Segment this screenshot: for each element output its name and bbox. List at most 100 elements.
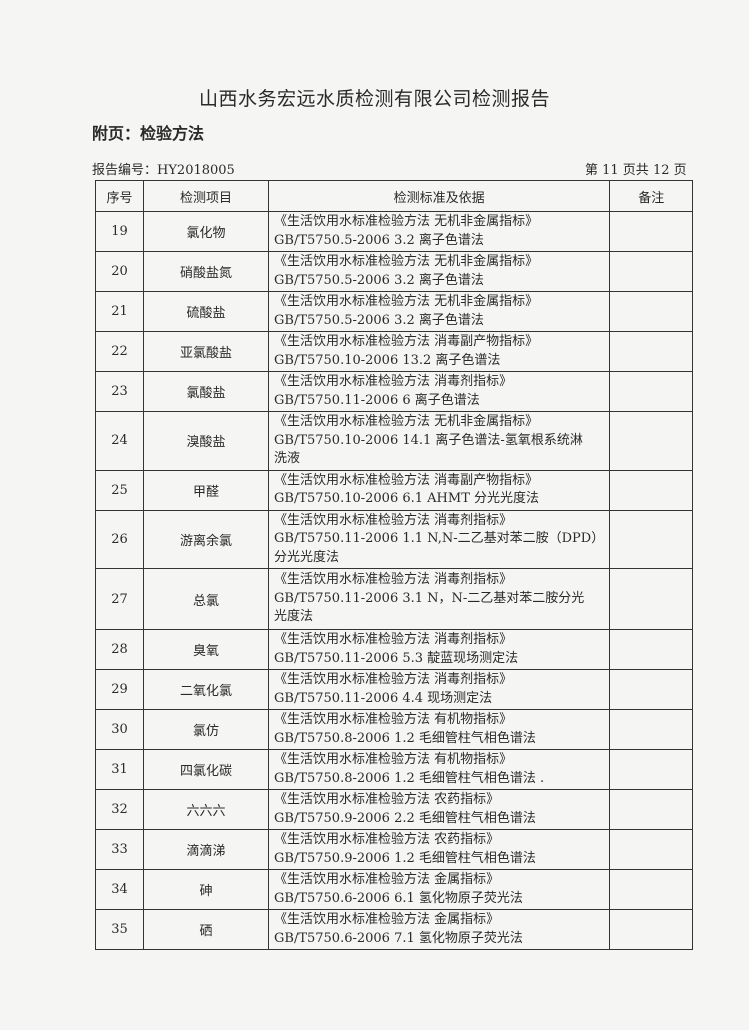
row-number: 31 — [95, 749, 144, 790]
method-line: 洗液 — [274, 451, 301, 466]
method-line: 《生活饮用水标准检验方法 农药指标》 — [274, 792, 500, 807]
appendix-heading: 附页：检验方法 — [92, 124, 205, 143]
test-method: 《生活饮用水标准检验方法 消毒剂指标》 GB/T5750.11-2006 4.4 … — [267, 669, 611, 710]
report-number: 报告编号：HY2018005 — [92, 163, 235, 178]
header-no: 序号 — [95, 180, 144, 212]
method-line: 《生活饮用水标准检验方法 农药指标》 — [274, 832, 500, 847]
method-line: 《生活饮用水标准检验方法 消毒剂指标》 — [274, 632, 513, 647]
test-item: 臭氧 — [143, 629, 269, 670]
method-line: GB/T5750.11-2006 4.4 现场测定法 — [274, 690, 493, 706]
remark — [609, 869, 694, 910]
method-line: GB/T5750.11-2006 3.1 N，N-二乙基对苯二胺分光 — [274, 590, 585, 606]
method-line: GB/T5750.10-2006 13.2 离子色谱法 — [274, 352, 501, 368]
method-line: 《生活饮用水标准检验方法 消毒副产物指标》 — [274, 472, 539, 488]
test-method: 《生活饮用水标准检验方法 消毒副产物指标》 GB/T5750.10-2006 13… — [267, 331, 611, 372]
row-number: 19 — [95, 211, 144, 252]
remark — [609, 331, 694, 372]
row-number: 23 — [95, 371, 144, 412]
method-line: GB/T5750.11-2006 6 离子色谱法 — [274, 392, 480, 408]
remark — [609, 251, 694, 292]
test-method: 《生活饮用水标准检验方法 金属指标》 GB/T5750.6-2006 7.1 氢化… — [267, 909, 611, 950]
test-item: 硝酸盐氮 — [143, 251, 269, 292]
row-number: 25 — [95, 469, 144, 511]
table-row: 30 氯仿 《生活饮用水标准检验方法 有机物指标》 GB/T5750.8-2006 1… — [95, 709, 694, 750]
method-line: 《生活饮用水标准检验方法 消毒剂指标》 — [274, 572, 513, 588]
test-method: 《生活饮用水标准检验方法 金属指标》 GB/T5750.6-2006 6.1 氢化… — [267, 869, 611, 910]
remark — [609, 291, 694, 332]
table-row: 28 臭氧 《生活饮用水标准检验方法 消毒剂指标》 GB/T5750.11-2006 … — [95, 629, 694, 670]
remark — [609, 371, 694, 412]
method-line: GB/T5750.9-2006 1.2 毛细管柱气相色谱法 — [274, 850, 536, 866]
test-item: 硒 — [143, 909, 269, 950]
remark — [609, 749, 694, 790]
table-header-row: 序号 检测项目 检测标准及依据 备注 — [95, 180, 694, 212]
method-line: 《生活饮用水标准检验方法 无机非金属指标》 — [274, 414, 539, 429]
row-number: 26 — [95, 509, 144, 569]
remark — [609, 629, 694, 670]
remark — [609, 669, 694, 710]
row-number: 33 — [95, 829, 144, 870]
table-row: 22 亚氯酸盐 《生活饮用水标准检验方法 消毒副产物指标》 GB/T5750.10-2… — [95, 331, 694, 372]
remark — [609, 568, 694, 630]
table-row: 31 四氯化碳 《生活饮用水标准检验方法 有机物指标》 GB/T5750.8-2006… — [95, 749, 694, 790]
remark — [609, 709, 694, 750]
page-number: 第 11 页共 12 页 — [585, 163, 687, 178]
method-line: GB/T5750.8-2006 1.2 毛细管柱气相色谱法 — [274, 730, 536, 746]
row-number: 20 — [95, 251, 144, 292]
table-row: 32 六六六 《生活饮用水标准检验方法 农药指标》 GB/T5750.9-2006 2… — [95, 789, 694, 830]
test-item: 硫酸盐 — [143, 291, 269, 332]
remark — [609, 411, 694, 471]
test-item: 溴酸盐 — [143, 411, 269, 471]
header-method: 检测标准及依据 — [267, 180, 611, 212]
test-method: 《生活饮用水标准检验方法 无机非金属指标》 GB/T5750.5-2006 3.2… — [267, 211, 611, 252]
row-number: 35 — [95, 909, 144, 950]
row-number: 22 — [95, 331, 144, 372]
remark — [609, 909, 694, 950]
method-line: GB/T5750.5-2006 3.2 离子色谱法 — [274, 312, 484, 328]
table-row: 24 溴酸盐 《生活饮用水标准检验方法 无机非金属指标》 GB/T5750.10-20… — [95, 411, 694, 471]
row-number: 24 — [95, 411, 144, 471]
test-method: 《生活饮用水标准检验方法 消毒副产物指标》 GB/T5750.10-2006 6.… — [267, 469, 611, 511]
row-number: 30 — [95, 709, 144, 750]
table-row: 26 游离余氯 《生活饮用水标准检验方法 消毒剂指标》 GB/T5750.11-200… — [95, 509, 694, 569]
method-line: 《生活饮用水标准检验方法 消毒剂指标》 — [274, 512, 513, 528]
test-item: 氯仿 — [143, 709, 269, 750]
test-item: 游离余氯 — [143, 509, 269, 569]
method-line: 《生活饮用水标准检验方法 有机物指标》 — [274, 712, 513, 727]
test-item: 砷 — [143, 869, 269, 910]
table-row: 27 总氯 《生活饮用水标准检验方法 消毒剂指标》 GB/T5750.11-2006 … — [95, 568, 694, 630]
table-row: 19 氯化物 《生活饮用水标准检验方法 无机非金属指标》 GB/T5750.5-200… — [95, 211, 694, 252]
methods-table: 序号 检测项目 检测标准及依据 备注 19 氯化物 《生活饮用水标准检验方法 无机非… — [95, 180, 694, 950]
table-row: 20 硝酸盐氮 《生活饮用水标准检验方法 无机非金属指标》 GB/T5750.5-20… — [95, 251, 694, 292]
table-row: 33 滴滴涕 《生活饮用水标准检验方法 农药指标》 GB/T5750.9-2006 1… — [95, 829, 694, 870]
remark — [609, 829, 694, 870]
method-line: 《生活饮用水标准检验方法 消毒副产物指标》 — [274, 334, 539, 349]
test-item: 氯酸盐 — [143, 371, 269, 412]
test-method: 《生活饮用水标准检验方法 无机非金属指标》 GB/T5750.5-2006 3.2… — [267, 251, 611, 292]
method-line: 《生活饮用水标准检验方法 无机非金属指标》 — [274, 214, 539, 229]
test-item: 甲醛 — [143, 469, 269, 511]
test-method: 《生活饮用水标准检验方法 农药指标》 GB/T5750.9-2006 2.2 毛细… — [267, 789, 611, 830]
header-item: 检测项目 — [143, 180, 269, 212]
method-line: GB/T5750.10-2006 6.1 AHMT 分光光度法 — [274, 491, 540, 506]
remark — [609, 211, 694, 252]
test-item: 总氯 — [143, 568, 269, 630]
row-number: 32 — [95, 789, 144, 830]
remark — [609, 789, 694, 830]
row-number: 34 — [95, 869, 144, 910]
test-method: 《生活饮用水标准检验方法 消毒剂指标》 GB/T5750.11-2006 6 离子… — [267, 371, 611, 412]
test-method: 《生活饮用水标准检验方法 农药指标》 GB/T5750.9-2006 1.2 毛细… — [267, 829, 611, 870]
method-line: 分光光度法 — [274, 549, 340, 565]
test-method: 《生活饮用水标准检验方法 无机非金属指标》 GB/T5750.10-2006 14… — [267, 411, 611, 471]
method-line: GB/T5750.6-2006 7.1 氢化物原子荧光法 — [274, 930, 523, 946]
test-item: 二氧化氯 — [143, 669, 269, 710]
method-line: 《生活饮用水标准检验方法 金属指标》 — [274, 872, 500, 887]
method-line: GB/T5750.9-2006 2.2 毛细管柱气相色谱法 — [274, 810, 536, 826]
method-line: 《生活饮用水标准检验方法 消毒剂指标》 — [274, 672, 513, 687]
method-line: GB/T5750.10-2006 14.1 离子色谱法-氢氧根系统淋 — [274, 432, 583, 448]
row-number: 28 — [95, 629, 144, 670]
remark — [609, 509, 694, 569]
remark — [609, 469, 694, 511]
row-number: 21 — [95, 291, 144, 332]
method-line: 《生活饮用水标准检验方法 无机非金属指标》 — [274, 254, 539, 269]
